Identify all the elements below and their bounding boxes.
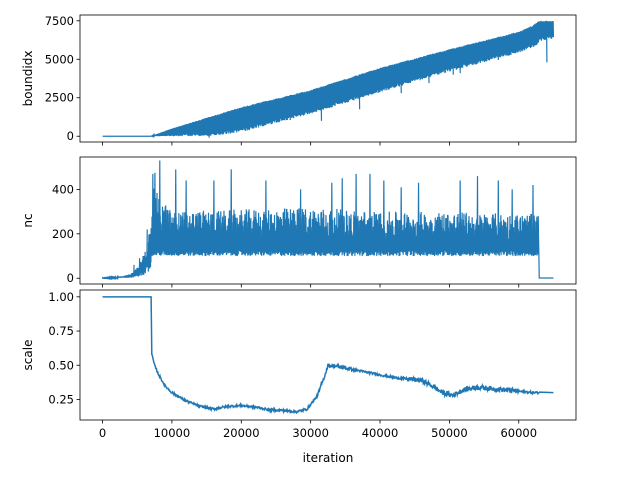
boundidx-series bbox=[102, 20, 555, 139]
ytick-label: 5000 bbox=[45, 52, 74, 66]
scale-yticks: 0.25 0.50 0.75 1.00 bbox=[48, 290, 80, 406]
xtick-label: 20000 bbox=[223, 426, 260, 440]
xtick-label: 0 bbox=[99, 426, 106, 440]
xtick-label: 40000 bbox=[362, 426, 399, 440]
xtick-label: 10000 bbox=[154, 426, 191, 440]
scale-series bbox=[102, 296, 554, 415]
ytick-label: 0 bbox=[67, 271, 74, 285]
ytick-label: 0.75 bbox=[48, 324, 74, 338]
panel-boundidx: 0 2500 5000 7500 boundidx bbox=[21, 14, 577, 146]
boundidx-axes-frame bbox=[79, 14, 577, 143]
ytick-label: 2500 bbox=[45, 91, 74, 105]
scale-axes-frame bbox=[79, 289, 577, 421]
xtick-label: 50000 bbox=[431, 426, 468, 440]
nc-yticks: 0 200 400 bbox=[52, 182, 80, 285]
xtick-label: 60000 bbox=[500, 426, 537, 440]
ytick-label: 0.25 bbox=[48, 392, 74, 406]
boundidx-line bbox=[102, 20, 555, 139]
ytick-label: 400 bbox=[52, 182, 74, 196]
nc-axes-frame bbox=[79, 156, 577, 285]
boundidx-ylabel: boundidx bbox=[21, 51, 35, 107]
ytick-label: 0 bbox=[67, 129, 74, 143]
scale-xlabel: iteration bbox=[303, 451, 354, 465]
panel-scale: 0.25 0.50 0.75 1.00 0 10000 20000 30000 40000 50… bbox=[21, 289, 577, 465]
ytick-label: 200 bbox=[52, 227, 74, 241]
xtick-label: 30000 bbox=[292, 426, 329, 440]
nc-series bbox=[101, 160, 554, 281]
ytick-label: 0.50 bbox=[48, 358, 74, 372]
nc-xticks bbox=[102, 284, 520, 288]
nc-line bbox=[101, 160, 554, 281]
boundidx-yticks: 0 2500 5000 7500 bbox=[45, 14, 80, 143]
scale-line bbox=[102, 296, 554, 415]
scale-ylabel: scale bbox=[21, 340, 35, 371]
scale-xticks: 0 10000 20000 30000 40000 50000 60000 bbox=[99, 420, 537, 440]
boundidx-xticks bbox=[102, 142, 520, 146]
nc-ylabel: nc bbox=[21, 213, 35, 227]
panel-nc: 0 200 400 nc bbox=[21, 156, 577, 288]
ytick-label: 1.00 bbox=[48, 290, 74, 304]
ytick-label: 7500 bbox=[45, 14, 74, 28]
